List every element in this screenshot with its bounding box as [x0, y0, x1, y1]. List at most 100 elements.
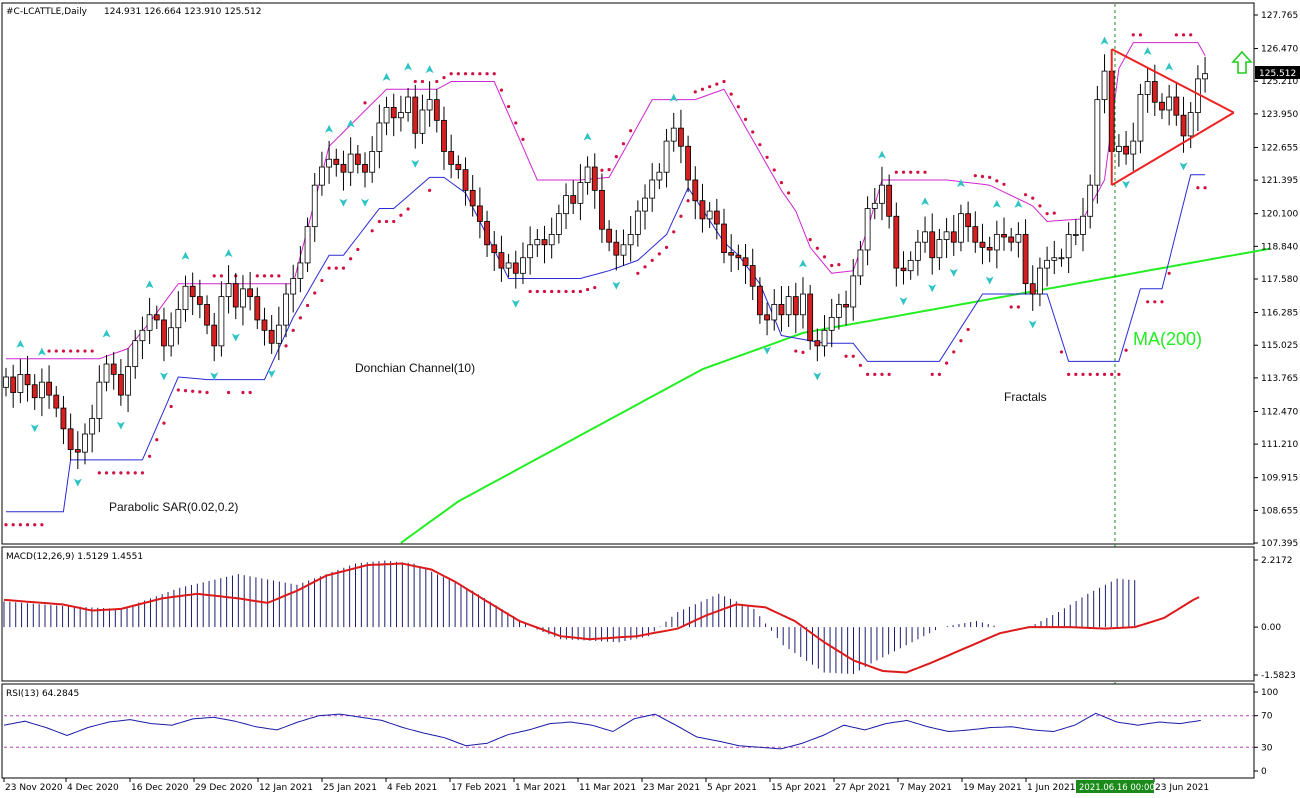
candle-body — [3, 376, 9, 388]
fractal-down-icon — [339, 198, 348, 207]
psar-dot — [557, 289, 561, 294]
price-tick-label: 111.210 — [1261, 440, 1298, 450]
candle — [606, 220, 613, 252]
candle-body — [663, 140, 670, 173]
candle-body — [548, 234, 555, 246]
candle-body — [1123, 145, 1129, 155]
candle — [326, 140, 333, 184]
psar-dot — [758, 143, 762, 147]
time-tick-label: 1 Jun 2021 — [1027, 783, 1075, 793]
fractal-up-icon — [583, 132, 592, 141]
triangle-upper-line — [1111, 48, 1235, 114]
candle-body — [1166, 96, 1173, 111]
candle-body — [240, 288, 246, 308]
candle-body — [821, 329, 828, 347]
price-tick-label: 122.655 — [1261, 143, 1298, 153]
psar-dot — [1074, 372, 1078, 376]
psar-dot — [521, 137, 525, 141]
candle-body — [189, 285, 196, 298]
price-tick-label: 112.470 — [1261, 407, 1298, 417]
time-tick-label: 27 Apr 2021 — [835, 783, 891, 793]
psar-dot — [241, 390, 245, 395]
psar-dot — [305, 303, 310, 308]
candle — [110, 351, 117, 390]
price-tick-label: 117.580 — [1261, 275, 1298, 285]
psar-dot — [995, 179, 999, 183]
candle — [117, 359, 124, 406]
candle — [1144, 67, 1151, 113]
candle-body — [232, 283, 239, 308]
price-tick-label: 127.765 — [1261, 11, 1298, 21]
candle-body — [907, 259, 914, 272]
candle — [103, 354, 110, 392]
candle — [484, 210, 490, 257]
candle-body — [390, 107, 397, 119]
psar-dot — [104, 471, 109, 475]
psar-dot — [198, 390, 202, 394]
candle — [713, 198, 720, 240]
price-tick-label: 115.025 — [1261, 341, 1298, 351]
candle — [196, 279, 203, 319]
candle — [757, 277, 763, 324]
psar-dot — [822, 255, 827, 259]
candle — [634, 200, 641, 247]
candle — [800, 277, 806, 329]
candle — [570, 180, 577, 214]
fractal-down-icon — [928, 284, 937, 293]
candle-body — [24, 373, 31, 386]
candle-body — [254, 296, 261, 321]
candle — [455, 155, 462, 179]
candle-body — [886, 184, 893, 217]
candle — [441, 106, 447, 170]
candle — [1187, 101, 1194, 149]
candle — [125, 348, 131, 412]
candle — [247, 272, 254, 311]
candle — [642, 184, 648, 230]
candle — [914, 230, 921, 276]
candle-body — [412, 96, 419, 134]
price-tick-label: 123.950 — [1261, 110, 1298, 120]
candle-body — [225, 283, 232, 298]
candle-body — [110, 363, 117, 375]
time-tick-label: 25 Jan 2021 — [323, 783, 377, 793]
candle-body — [146, 314, 153, 331]
psar-dot — [420, 79, 425, 84]
candles — [3, 54, 1208, 469]
price-tick-label: 118.840 — [1261, 242, 1298, 252]
psar-dot — [1102, 372, 1107, 376]
psar-dot — [1124, 348, 1128, 352]
candle-body — [1144, 81, 1151, 95]
psar-dot — [277, 274, 281, 278]
candle-body — [469, 189, 476, 207]
candle — [843, 290, 849, 326]
candle — [383, 96, 390, 136]
candle-body — [491, 244, 498, 253]
psar-dot — [270, 274, 274, 278]
candle-body — [218, 296, 225, 347]
psar-dot — [155, 438, 159, 442]
fractal-up-icon — [1165, 62, 1174, 71]
candle — [1137, 83, 1144, 154]
candle — [965, 201, 972, 242]
psar-dot — [514, 121, 518, 125]
candle — [792, 282, 799, 334]
psar-dot — [97, 471, 101, 475]
psar-dot — [593, 285, 597, 290]
psar-dot — [765, 155, 769, 159]
psar-dot — [1031, 196, 1035, 200]
fractal-down-icon — [985, 276, 994, 285]
fractal-up-icon — [181, 251, 190, 260]
candle — [433, 89, 440, 133]
psar-dot — [966, 327, 970, 332]
candle-body — [17, 373, 24, 393]
candle — [907, 251, 914, 280]
candle-body — [60, 407, 67, 430]
psar-dot — [643, 265, 647, 269]
candle-body — [1058, 257, 1065, 260]
psar-dot — [442, 75, 446, 80]
candle — [527, 226, 534, 275]
psar-dot — [894, 170, 898, 174]
fractal-up-icon — [921, 197, 930, 206]
candle — [505, 253, 512, 278]
candle — [333, 148, 340, 177]
